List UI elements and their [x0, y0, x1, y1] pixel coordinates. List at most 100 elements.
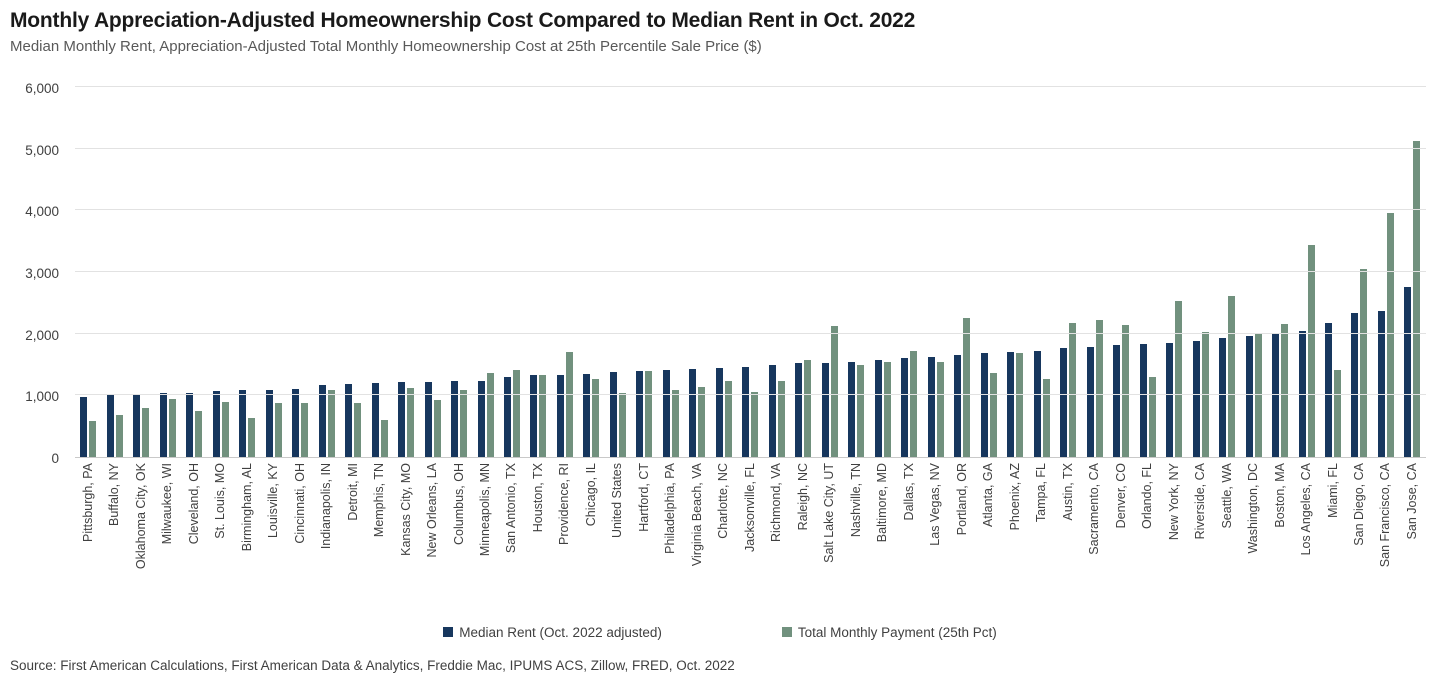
bar-chart: 0 1,000 2,000 3,000 4,000 5,000 6,000 Pittsbur… [0, 66, 1440, 644]
y-tick-label: 3,000 [25, 266, 59, 281]
bar-total-monthly-payment-25th-pct [221, 401, 229, 457]
bar-group [764, 66, 790, 457]
legend-item-total-payment: Total Monthly Payment (25th Pct) [781, 625, 997, 640]
gridline [75, 86, 1426, 87]
bar-median-rent-oct-2022-adjusted [1245, 335, 1253, 457]
bar-median-rent-oct-2022-adjusted [1060, 347, 1068, 457]
x-tick-cell: Tampa, FL [1028, 458, 1054, 610]
chart-title: Monthly Appreciation-Adjusted Homeowners… [10, 9, 916, 32]
bar-total-monthly-payment-25th-pct [592, 378, 600, 457]
x-tick-label: Providence, RI [557, 463, 572, 545]
x-tick-cell: Cleveland, OH [181, 458, 207, 610]
bar-median-rent-oct-2022-adjusted [1192, 340, 1200, 457]
bar-total-monthly-payment-25th-pct [512, 370, 520, 457]
bar-group [1081, 66, 1107, 457]
x-tick-cell: Oklahoma City, OK [128, 458, 154, 610]
x-tick-label: Hartford, CT [636, 463, 651, 532]
x-tick-label: United States [610, 463, 625, 539]
x-tick-label: Chicago, IL [583, 463, 598, 527]
bar-group [1214, 66, 1240, 457]
x-tick-cell: San Antonio, TX [499, 458, 525, 610]
bar-total-monthly-payment-25th-pct [857, 365, 865, 457]
x-tick-label: Las Vegas, NV [928, 463, 943, 546]
bar-group [1240, 66, 1266, 457]
bar-group [843, 66, 869, 457]
bar-median-rent-oct-2022-adjusted [715, 368, 723, 457]
bar-median-rent-oct-2022-adjusted [503, 376, 511, 457]
bar-group [631, 66, 657, 457]
bar-median-rent-oct-2022-adjusted [1298, 331, 1306, 457]
x-tick-label: Indianapolis, IN [319, 463, 334, 550]
bar-total-monthly-payment-25th-pct [327, 389, 335, 457]
x-tick-cell: Riverside, CA [1187, 458, 1213, 610]
x-tick-label: Seattle, WA [1219, 463, 1234, 529]
bar-total-monthly-payment-25th-pct [115, 415, 123, 457]
bar-group [1346, 66, 1372, 457]
bar-total-monthly-payment-25th-pct [1095, 319, 1103, 457]
total-payment-swatch-icon [781, 627, 792, 637]
x-tick-label: Orlando, FL [1140, 463, 1155, 530]
bar-median-rent-oct-2022-adjusted [1219, 338, 1227, 457]
bar-median-rent-oct-2022-adjusted [477, 380, 485, 457]
x-tick-cell: San Jose, CA [1399, 458, 1425, 610]
bar-median-rent-oct-2022-adjusted [556, 375, 564, 457]
x-tick-cell: Cincinnati, OH [287, 458, 313, 610]
legend-item-median-rent: Median Rent (Oct. 2022 adjusted) [443, 625, 662, 640]
chart-header: Monthly Appreciation-Adjusted Homeowners… [0, 0, 1440, 58]
bar-total-monthly-payment-25th-pct [804, 359, 812, 457]
bar-series-container [75, 66, 1426, 457]
bar-group [1134, 66, 1160, 457]
x-tick-label: Dallas, TX [901, 463, 916, 521]
y-tick-label: 2,000 [25, 327, 59, 343]
x-tick-label: Cincinnati, OH [292, 463, 307, 544]
bar-total-monthly-payment-25th-pct [89, 420, 97, 457]
bar-median-rent-oct-2022-adjusted [821, 362, 829, 457]
chart-subtitle: Median Monthly Rent, Appreciation-Adjust… [10, 38, 762, 55]
bar-total-monthly-payment-25th-pct [1386, 213, 1394, 457]
x-tick-cell: Chicago, IL [578, 458, 604, 610]
bar-group [711, 66, 737, 457]
y-tick-label: 5,000 [25, 142, 59, 158]
bar-group [1320, 66, 1346, 457]
bar-group [366, 66, 392, 457]
x-tick-cell: Las Vegas, NV [923, 458, 949, 610]
bar-total-monthly-payment-25th-pct [274, 403, 282, 457]
x-tick-label: New York, NY [1166, 463, 1181, 541]
bar-group [340, 66, 366, 457]
x-tick-cell: Atlanta, GA [975, 458, 1001, 610]
x-tick-label: Oklahoma City, OK [133, 463, 148, 570]
bar-group [1267, 66, 1293, 457]
bar-total-monthly-payment-25th-pct [539, 375, 547, 457]
bar-median-rent-oct-2022-adjusted [742, 367, 750, 457]
x-tick-cell: Minneapolis, MN [472, 458, 498, 610]
bar-total-monthly-payment-25th-pct [1148, 376, 1156, 457]
x-tick-label: Philadelphia, PA [663, 463, 678, 554]
bar-total-monthly-payment-25th-pct [301, 402, 309, 457]
bar-group [154, 66, 180, 457]
x-tick-cell: Charlotte, NC [711, 458, 737, 610]
bar-group [870, 66, 896, 457]
bar-group [128, 66, 154, 457]
bar-group [658, 66, 684, 457]
chart-legend: Median Rent (Oct. 2022 adjusted) Total M… [75, 620, 1365, 644]
bar-total-monthly-payment-25th-pct [1122, 325, 1130, 457]
bar-group [393, 66, 419, 457]
x-tick-cell: Indianapolis, IN [313, 458, 339, 610]
bar-median-rent-oct-2022-adjusted [106, 393, 114, 457]
bar-median-rent-oct-2022-adjusted [212, 391, 220, 457]
x-tick-label: San Antonio, TX [504, 463, 519, 554]
x-tick-label: Milwaukee, WI [160, 463, 175, 545]
bar-group [446, 66, 472, 457]
x-tick-label: Louisville, KY [266, 463, 281, 539]
x-tick-label: San Jose, CA [1404, 463, 1419, 540]
bar-median-rent-oct-2022-adjusted [874, 360, 882, 457]
bar-total-monthly-payment-25th-pct [433, 399, 441, 457]
median-rent-swatch-icon [443, 627, 454, 637]
bar-median-rent-oct-2022-adjusted [1166, 342, 1174, 457]
bar-total-monthly-payment-25th-pct [1016, 352, 1024, 457]
bar-total-monthly-payment-25th-pct [565, 352, 573, 457]
bar-group [260, 66, 286, 457]
x-tick-cell: Orlando, FL [1134, 458, 1160, 610]
x-tick-label: St. Louis, MO [213, 463, 228, 539]
x-tick-cell: Richmond, VA [764, 458, 790, 610]
